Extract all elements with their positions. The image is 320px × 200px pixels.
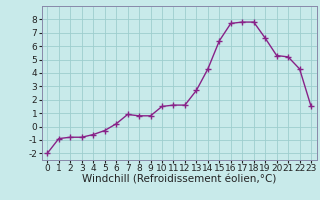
X-axis label: Windchill (Refroidissement éolien,°C): Windchill (Refroidissement éolien,°C) (82, 175, 276, 185)
